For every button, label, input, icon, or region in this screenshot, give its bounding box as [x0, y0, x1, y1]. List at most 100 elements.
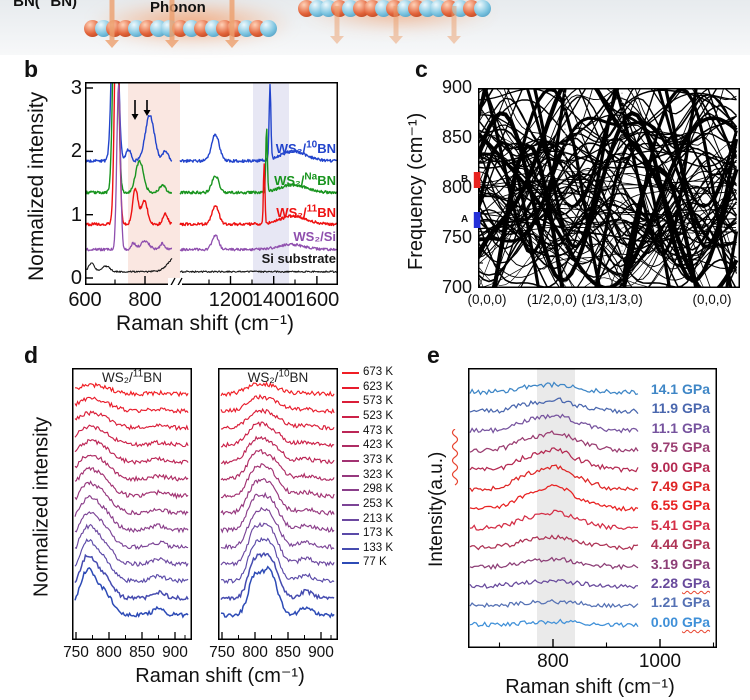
phonon-band [478, 209, 737, 287]
c-ytick-label: 900 [441, 77, 472, 97]
phonon-label: Phonon [150, 0, 206, 16]
temperature-spectrum [74, 494, 189, 534]
phonon-band [478, 89, 737, 151]
phonon-band [478, 89, 738, 181]
b-ytick-label: 0 [70, 267, 82, 289]
phonon-band [478, 173, 738, 250]
temperature-spectrum [74, 410, 189, 432]
temperature-spectrum [220, 491, 335, 534]
phonon-band [478, 140, 738, 226]
pressure-spectrum [469, 413, 639, 434]
b-xtick-label: 1200 [208, 289, 254, 311]
ab-band-highlight [128, 83, 180, 284]
pressure-spectrum [469, 397, 639, 415]
legend-line [342, 547, 359, 550]
d-xtick-label: 750 [63, 644, 89, 661]
sample-label: WS₂/Si [293, 229, 336, 244]
legend-label: 298 K [363, 483, 394, 496]
legend-line [342, 503, 359, 506]
plot-frame [468, 368, 717, 648]
legend-line [342, 459, 359, 462]
legend-line [342, 415, 359, 418]
b-xtick-label: 1600 [294, 289, 340, 311]
temperature-spectrum [74, 424, 189, 448]
d-panel-title: WS₂/10BN [247, 368, 309, 385]
axis-break [177, 277, 183, 285]
temperature-spectrum [74, 396, 189, 415]
pressure-unit: GPa [681, 400, 710, 417]
pressure-unit: GPa [681, 419, 710, 436]
temperature-spectrum [220, 393, 335, 415]
legend-line [342, 430, 359, 433]
temperature-spectrum [220, 435, 335, 466]
pressure-spectrum [469, 447, 639, 474]
temperature-spectrum [220, 463, 335, 499]
phonon-band [478, 153, 738, 250]
panel-d-label: d [24, 342, 39, 368]
phonon-band [478, 178, 737, 189]
pressure-unit: GPa [681, 381, 710, 397]
b-xtick-label: 600 [68, 289, 102, 311]
phonon-band [478, 134, 737, 186]
sample-label: WS₂/NaBN [274, 171, 336, 188]
phonon-band [478, 207, 737, 216]
phonon-arrow [389, 6, 403, 44]
pressure-unit: GPa [681, 478, 710, 494]
pressure-label: 11.1 GPa [651, 419, 710, 436]
pressure-unit: GPa [681, 575, 710, 591]
pressure-label: 2.28 GPa [650, 575, 710, 591]
b-ytick-label: 3 [70, 77, 82, 99]
temperature-spectrum [220, 506, 335, 551]
phonon-band [478, 220, 737, 229]
temperature-spectrum [220, 536, 335, 585]
pressure-spectrum [469, 599, 639, 609]
legend-line [342, 386, 359, 389]
phonon-band [478, 221, 737, 233]
spectrum-curve [179, 234, 337, 252]
temperature-spectrum [74, 566, 189, 619]
spectrum-curve [179, 163, 337, 227]
mode-marker-label: B [461, 174, 469, 185]
pressure-unit: GPa [681, 497, 710, 514]
pressure-unit: GPa [681, 516, 710, 533]
phonon-arrow [225, 0, 239, 48]
b-xtick-label: 1400 [251, 289, 297, 311]
temperature-spectrum [74, 438, 189, 466]
mode-marker-label: A [461, 214, 469, 225]
isotope-sup-11: 11 [40, 0, 51, 3]
panel-d-plot [72, 368, 192, 640]
phonon-band [478, 89, 739, 249]
spectrum-curve [86, 84, 173, 252]
phonon-band [478, 203, 738, 287]
spectrum-curve [86, 83, 173, 195]
legend-line [342, 474, 359, 477]
phonon-band [478, 89, 737, 142]
panel-b-ylabel: Normalized intensity [25, 91, 48, 282]
panel-b-label: b [24, 56, 39, 82]
legend-label: 523 K [363, 409, 394, 422]
temperature-spectrum [221, 407, 335, 431]
phonon-arrow [165, 0, 179, 48]
phonon-band [478, 242, 737, 281]
phonon-band [478, 150, 737, 169]
phonon-band [503, 89, 724, 146]
phonon-band [478, 111, 737, 238]
d-xtick-label: 900 [162, 644, 188, 661]
phonon-band [478, 99, 738, 168]
phonon-band [478, 203, 737, 287]
spectrum-curve [179, 270, 337, 273]
phonon-band [478, 97, 737, 198]
d-xtick-label: 850 [275, 644, 301, 661]
panel-c-ylabel: Frequency (cm⁻¹) [405, 112, 427, 270]
phonon-band [478, 186, 738, 264]
pressure-label: 4.44 GPa [650, 536, 710, 553]
plot-frame [218, 368, 338, 640]
panel-d-xlabel: Raman shift (cm⁻¹) [135, 665, 305, 687]
phonon-band [478, 104, 737, 176]
pressure-label: 9.00 GPa [650, 458, 710, 475]
pressure-label: 6.55 GPa [650, 497, 710, 514]
c-xtick-label: (1/2,0,0) [526, 292, 578, 307]
panel-d-ylabel: Normalized intensity [30, 416, 53, 598]
c-xtick-label: (0,0,0) [467, 292, 507, 307]
spectrum-curve [86, 83, 173, 163]
